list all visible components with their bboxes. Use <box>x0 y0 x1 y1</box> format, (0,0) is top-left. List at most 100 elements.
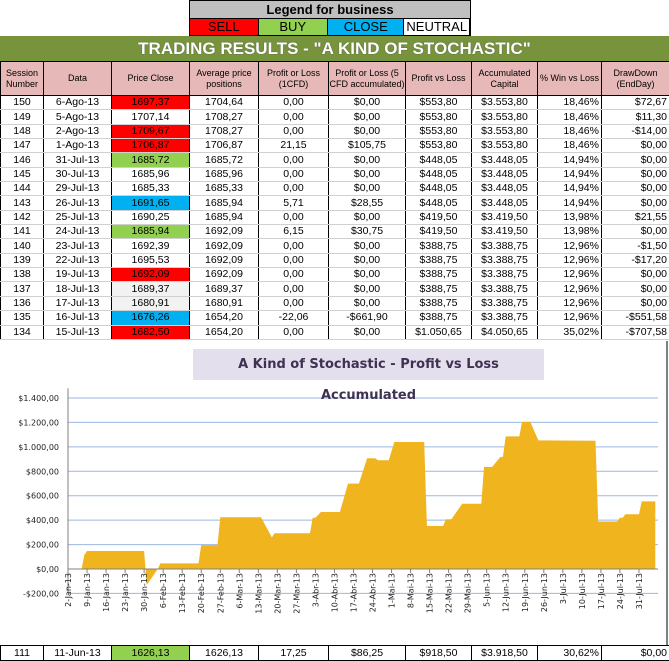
capital-cell: $3.553,80 <box>471 124 538 140</box>
x-tick-label: 26-Jun-13 <box>540 573 549 612</box>
x-tick-label: 30-Jan-13 <box>140 573 149 612</box>
win-pct-cell: 18,46% <box>537 138 602 154</box>
pl-1cfd-cell: -22,06 <box>258 310 329 326</box>
x-tick-label: 3-Jul-13 <box>559 573 568 604</box>
win-pct-cell: 14,94% <box>537 152 602 168</box>
pl-5cfd-cell: $0,00 <box>328 181 406 197</box>
x-tick-label: 20-Feb-13 <box>197 573 206 613</box>
capital-cell: $3.448,05 <box>471 195 538 211</box>
win-pct-cell: 14,94% <box>537 167 602 183</box>
win-pct-cell: 12,96% <box>537 281 602 297</box>
price-close-cell: 1692,39 <box>111 238 190 254</box>
date-cell: 6-Ago-13 <box>43 95 112 111</box>
x-tick-label: 10-Abr-13 <box>330 573 339 612</box>
win-pct-cell: 12,96% <box>537 310 602 326</box>
x-tick-label: 6-Mar-13 <box>235 573 244 609</box>
table-row: 138 19-Jul-13 1692,09 1692,09 0,00 $0,00 $388,… <box>0 267 669 283</box>
drawdown-cell: -$1,50 <box>601 238 669 254</box>
profit-loss-chart: -$200,00 $0,00 $200,00 $400,00 $600,00 $800,0… <box>18 341 668 645</box>
session-cell: 147 <box>0 138 44 154</box>
pl-1cfd-cell: 5,71 <box>258 195 329 211</box>
session-cell: 134 <box>0 325 44 340</box>
pl-5cfd-cell: $0,00 <box>328 253 406 269</box>
pl-1cfd-cell: 17,25 <box>258 645 329 661</box>
pl-1cfd-cell: 0,00 <box>258 325 329 340</box>
pl-1cfd-cell: 0,00 <box>258 95 329 111</box>
table-row: 144 29-Jul-13 1685,33 1685,33 0,00 $0,00 $448,… <box>0 181 669 197</box>
price-close-cell: 1707,14 <box>111 109 190 125</box>
session-cell: 141 <box>0 224 44 240</box>
avg-price-cell: 1685,96 <box>189 167 259 183</box>
capital-cell: $3.553,80 <box>471 109 538 125</box>
profit-vs-loss-cell: $388,75 <box>405 296 472 312</box>
x-tick-label: 17-Jul-13 <box>597 573 606 609</box>
price-close-cell: 1676,26 <box>111 310 190 326</box>
price-close-cell: 1685,96 <box>111 167 190 183</box>
table-row: 140 23-Jul-13 1692,39 1692,09 0,00 $0,00 $388,… <box>0 238 669 254</box>
session-cell: 148 <box>0 124 44 140</box>
session-cell: 137 <box>0 281 44 297</box>
x-tick-label: 22-Mai-13 <box>445 573 454 613</box>
date-cell: 1-Ago-13 <box>43 138 112 154</box>
capital-cell: $3.388,75 <box>471 296 538 312</box>
pl-5cfd-cell: $0,00 <box>328 109 406 125</box>
drawdown-cell: -$17,20 <box>601 253 669 269</box>
drawdown-cell: $0,00 <box>601 195 669 211</box>
drawdown-cell: $0,00 <box>601 224 669 240</box>
price-close-cell: 1706,87 <box>111 138 190 154</box>
drawdown-cell: $0,00 <box>601 296 669 312</box>
pl-1cfd-cell: 0,00 <box>258 296 329 312</box>
pl-5cfd-cell: $86,25 <box>328 645 406 661</box>
price-close-cell: 1682,50 <box>111 325 190 340</box>
y-tick-label: -$200,00 <box>23 589 59 598</box>
capital-cell: $3.448,05 <box>471 181 538 197</box>
capital-cell: $3.448,05 <box>471 152 538 168</box>
pl-1cfd-cell: 0,00 <box>258 109 329 125</box>
profit-vs-loss-cell: $448,05 <box>405 152 472 168</box>
date-cell: 15-Jul-13 <box>43 325 112 340</box>
session-cell: 143 <box>0 195 44 211</box>
legend: Legend for business SELL BUY CLOSE NEUTRAL <box>189 0 471 36</box>
date-cell: 11-Jun-13 <box>43 645 112 661</box>
drawdown-cell: $0,00 <box>601 167 669 183</box>
avg-price-cell: 1685,72 <box>189 152 259 168</box>
x-tick-label: 8-Mai-13 <box>407 573 416 608</box>
avg-price-cell: 1685,33 <box>189 181 259 197</box>
table-row: 141 24-Jul-13 1685,94 1692,09 6,15 $30,75 $419… <box>0 224 669 240</box>
results-table: Session Number Data Price Close Average pri… <box>0 61 669 340</box>
pl-5cfd-cell: $0,00 <box>328 167 406 183</box>
avg-price-cell: 1680,91 <box>189 296 259 312</box>
win-pct-cell: 12,96% <box>537 296 602 312</box>
capital-cell: $4.050,65 <box>471 325 538 340</box>
column-header: Average price positions <box>189 61 259 96</box>
column-header: Profit vs Loss <box>405 61 472 96</box>
session-cell: 140 <box>0 238 44 254</box>
y-tick-label: $200,00 <box>26 541 59 550</box>
win-pct-cell: 35,02% <box>537 325 602 340</box>
x-tick-label: 20-Mar-13 <box>273 573 282 614</box>
drawdown-cell: -$14,00 <box>601 124 669 140</box>
profit-vs-loss-cell: $388,75 <box>405 253 472 269</box>
pl-5cfd-cell: $0,00 <box>328 210 406 226</box>
win-pct-cell: 18,46% <box>537 124 602 140</box>
capital-cell: $3.553,80 <box>471 95 538 111</box>
avg-price-cell: 1708,27 <box>189 109 259 125</box>
date-cell: 26-Jul-13 <box>43 195 112 211</box>
pl-5cfd-cell: $0,00 <box>328 124 406 140</box>
session-cell: 111 <box>0 645 44 661</box>
pl-1cfd-cell: 0,00 <box>258 267 329 283</box>
pl-1cfd-cell: 0,00 <box>258 281 329 297</box>
pl-1cfd-cell: 0,00 <box>258 181 329 197</box>
table-row: 143 26-Jul-13 1691,65 1685,94 5,71 $28,55 $448… <box>0 195 669 211</box>
y-tick-label: $400,00 <box>26 516 59 525</box>
y-tick-label: $600,00 <box>26 492 59 501</box>
capital-cell: $3.388,75 <box>471 310 538 326</box>
capital-cell: $3.419,50 <box>471 224 538 240</box>
drawdown-cell: -$707,58 <box>601 325 669 340</box>
date-cell: 25-Jul-13 <box>43 210 112 226</box>
y-tick-label: $0,00 <box>36 565 59 574</box>
drawdown-cell: $0,00 <box>601 138 669 154</box>
table-row: 142 25-Jul-13 1690,25 1685,94 0,00 $0,00 $419,… <box>0 210 669 226</box>
price-close-cell: 1692,09 <box>111 267 190 283</box>
drawdown-cell: $0,00 <box>601 267 669 283</box>
